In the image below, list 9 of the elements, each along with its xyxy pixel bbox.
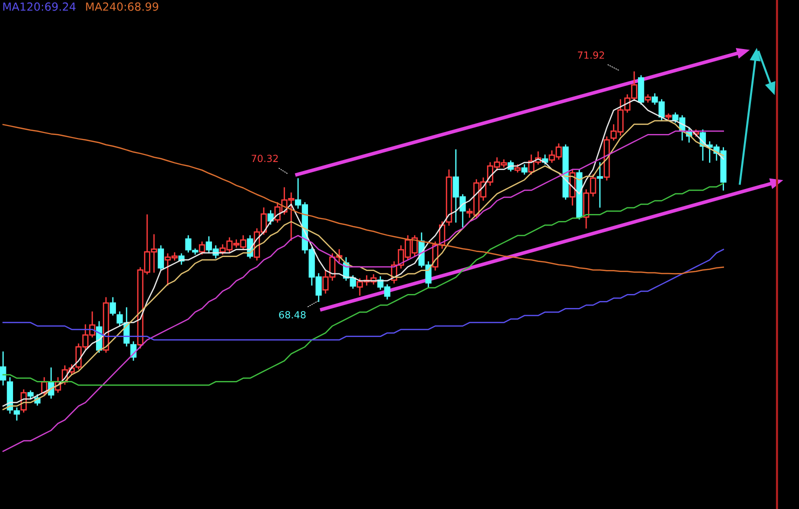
candlestick: [110, 297, 116, 316]
candlestick: [604, 136, 610, 180]
text: 71.92: [578, 51, 604, 59]
annotation: 70.32: [252, 154, 278, 162]
text: MA240:68.99: [86, 2, 158, 11]
annotation: 68.48: [279, 311, 306, 318]
text: MA120:69.24: [3, 2, 76, 11]
candlestick: [596, 162, 603, 208]
candlestick: [14, 407, 20, 421]
